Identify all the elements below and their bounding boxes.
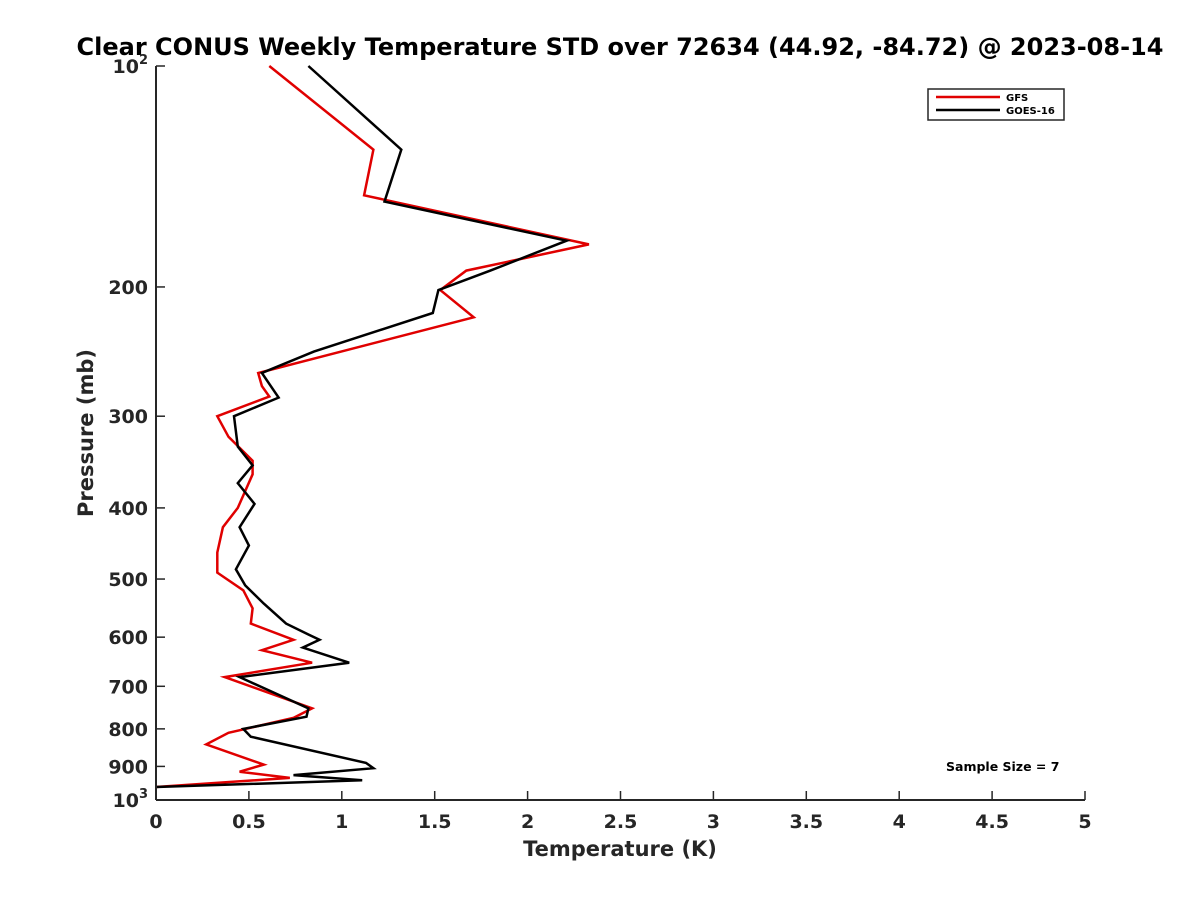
x-tick-label: 4.5 xyxy=(975,811,1009,833)
x-tick-label: 3 xyxy=(707,811,720,833)
y-tick-label: 200 xyxy=(108,277,148,299)
legend-label-goes16: GOES-16 xyxy=(1006,106,1055,117)
y-tick-label: 700 xyxy=(108,676,148,698)
y-axis-label: Pressure (mb) xyxy=(74,349,98,517)
series-line-gfs xyxy=(155,65,590,789)
chart-title: Clear CONUS Weekly Temperature STD over … xyxy=(77,33,1164,61)
y-ticks: 102 200 300 400 500 600 700 800 900 103 xyxy=(108,53,165,812)
sample-size-annotation: Sample Size = 7 xyxy=(946,759,1059,774)
x-tick-label: 5 xyxy=(1078,811,1091,833)
legend: GFS GOES-16 xyxy=(927,88,1065,121)
x-tick-label: 0 xyxy=(149,811,162,833)
x-tick-label: 1 xyxy=(335,811,348,833)
plot-lines xyxy=(155,65,590,789)
x-tick-label: 0.5 xyxy=(232,811,266,833)
y-tick-label: 500 xyxy=(108,569,148,591)
x-tick-label: 2.5 xyxy=(604,811,638,833)
x-tick-label: 4 xyxy=(893,811,906,833)
legend-box xyxy=(927,88,1065,121)
y-tick-label: 400 xyxy=(108,498,148,520)
series-line-goes16 xyxy=(155,65,571,789)
x-tick-label: 1.5 xyxy=(418,811,452,833)
x-axis-label: Temperature (K) xyxy=(523,837,717,861)
y-tick-label: 103 xyxy=(113,787,149,812)
x-tick-label: 3.5 xyxy=(789,811,823,833)
x-ticks: 0 0.5 1 1.5 2 2.5 3 3.5 4 4.5 5 xyxy=(149,791,1092,833)
y-tick-label: 800 xyxy=(108,719,148,741)
y-tick-label: 102 xyxy=(113,53,149,78)
x-tick-label: 2 xyxy=(521,811,534,833)
y-tick-label: 900 xyxy=(108,756,148,778)
y-tick-label: 300 xyxy=(108,406,148,428)
y-tick-label: 600 xyxy=(108,627,148,649)
legend-label-gfs: GFS xyxy=(1006,93,1028,104)
